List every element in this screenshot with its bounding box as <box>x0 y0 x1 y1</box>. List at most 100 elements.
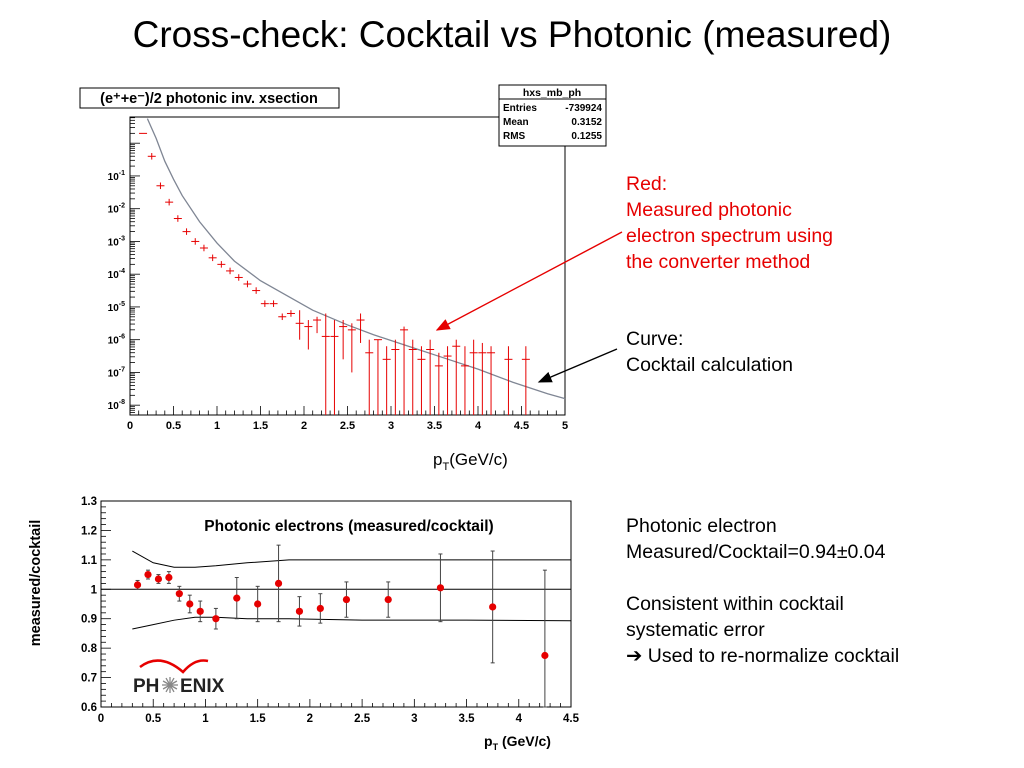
logo-text: PH <box>133 676 159 697</box>
ratio-point <box>274 579 283 588</box>
red-note-line: Red: <box>626 173 668 195</box>
ratio-point <box>196 607 204 615</box>
red-pointer-arrow <box>435 231 623 331</box>
bottom-x-tick-label: 4.5 <box>563 713 580 725</box>
bottom-x-tick-label: 2 <box>307 713 313 725</box>
bottom-y-tick-label: 1.3 <box>81 496 97 508</box>
top-y-tick-label: 10-1 <box>108 170 125 183</box>
bottom-chart-title: Photonic electrons (measured/cocktail) <box>204 518 493 535</box>
stats-value: -739924 <box>565 103 602 114</box>
bottom-y-tick-label: 0.6 <box>81 702 97 714</box>
stats-box <box>498 84 607 147</box>
top-y-tick-label: 10-7 <box>108 366 125 379</box>
red-note: Red: Measured photonic electron spectrum… <box>626 171 833 275</box>
top-x-tick-label: 0 <box>127 420 133 432</box>
stats-label: RMS <box>503 131 526 142</box>
logo-star-ray <box>169 677 175 686</box>
phenix-logo: PH ENIX <box>133 659 225 697</box>
ratio-point <box>254 600 262 608</box>
bottom-x-tick-label: 3 <box>411 713 417 725</box>
logo-star-ray <box>169 684 178 690</box>
top-chart-title: (e⁺+e⁻)/2 photonic inv. xsection <box>100 91 318 107</box>
top-x-tick-label: 1.5 <box>253 420 268 432</box>
curve-note-line: Curve: <box>626 328 684 350</box>
top-y-tick-label: 10-2 <box>108 203 125 216</box>
logo-star-ray <box>162 684 171 690</box>
summary-spacer <box>626 565 899 591</box>
red-note-line: the converter method <box>626 251 811 273</box>
logo-swoosh <box>139 659 209 674</box>
summary-note: Photonic electron Measured/Cocktail=0.94… <box>626 513 899 669</box>
systematic-lower-line <box>132 616 572 630</box>
top-x-tick-label: 0.5 <box>166 420 181 432</box>
ratio-point <box>154 575 163 583</box>
top-x-tick-label: 2.5 <box>340 420 355 432</box>
top-x-tick-label: 4 <box>475 420 482 432</box>
stats-value: 0.1255 <box>571 131 602 142</box>
bottom-x-axis-label: pT (GeV/c) <box>484 733 551 752</box>
summary-line: Consistent within cocktail <box>626 593 844 615</box>
ratio-point <box>541 651 549 660</box>
bottom-x-tick-label: 1 <box>202 713 209 725</box>
curve-pointer-arrow <box>537 348 618 383</box>
bottom-y-axis-label: measured/cocktail <box>28 520 44 647</box>
slide-title: Cross-check: Cocktail vs Photonic (measu… <box>132 14 892 55</box>
ratio-point <box>436 584 445 592</box>
bottom-y-tick-label: 0.7 <box>81 673 97 685</box>
summary-line: ➔ Used to re-normalize cocktail <box>626 645 900 667</box>
stats-label: Entries <box>503 103 537 114</box>
logo-star-ray <box>165 684 171 693</box>
red-note-line: Measured photonic <box>626 199 792 221</box>
bottom-x-tick-label: 2.5 <box>354 713 371 725</box>
top-x-tick-label: 2 <box>301 420 307 432</box>
ratio-point <box>316 604 324 613</box>
top-y-tick-label: 10-5 <box>108 301 125 314</box>
bottom-y-tick-label: 0.9 <box>81 614 97 626</box>
stats-label: Mean <box>503 117 529 128</box>
top-y-tick-label: 10-3 <box>108 235 125 248</box>
bottom-y-tick-label: 1 <box>91 584 98 596</box>
ratio-point <box>233 594 241 602</box>
stats-value: 0.3152 <box>571 117 602 128</box>
ratio-point <box>165 573 173 582</box>
bottom-y-tick-label: 1.1 <box>81 555 98 567</box>
summary-line: Photonic electron <box>626 515 777 537</box>
top-y-tick-label: 10-8 <box>108 399 125 412</box>
top-plot-frame <box>129 116 566 416</box>
bottom-x-tick-label: 0.5 <box>145 713 162 725</box>
red-note-line: electron spectrum using <box>626 225 834 247</box>
top-x-tick-label: 5 <box>562 420 568 432</box>
top-x-axis-label: pT(GeV/c) <box>433 450 508 473</box>
bottom-x-tick-label: 1.5 <box>250 713 267 725</box>
stats-box-title: hxs_mb_ph <box>523 87 581 99</box>
bottom-x-tick-label: 3.5 <box>459 713 476 725</box>
logo-star-ray <box>162 680 171 686</box>
logo-star-ray <box>165 677 171 686</box>
bottom-y-tick-label: 1.2 <box>81 525 97 537</box>
ratio-point <box>489 603 497 611</box>
curve-note-line: Cocktail calculation <box>626 354 793 376</box>
ratio-point <box>342 595 351 604</box>
bottom-y-tick-label: 0.8 <box>81 643 98 655</box>
top-x-tick-label: 3 <box>388 420 394 432</box>
logo-star-ray <box>169 684 175 693</box>
cocktail-curve <box>146 118 566 400</box>
bottom-x-tick-label: 4 <box>516 713 523 725</box>
top-y-tick-label: 10-6 <box>108 334 125 347</box>
top-x-tick-label: 3.5 <box>427 420 442 432</box>
top-y-tick-label: 10-4 <box>108 268 125 281</box>
bottom-plot-frame <box>100 500 572 708</box>
top-title-box <box>79 87 340 109</box>
summary-line: systematic error <box>626 619 765 641</box>
systematic-upper-line <box>132 550 571 568</box>
top-x-tick-label: 4.5 <box>514 420 529 432</box>
ratio-point <box>384 595 392 604</box>
ratio-point <box>175 590 183 598</box>
ratio-point <box>186 600 194 608</box>
summary-line: Measured/Cocktail=0.94±0.04 <box>626 541 886 563</box>
ratio-point <box>295 607 304 615</box>
logo-star-ray <box>169 680 178 686</box>
ratio-point <box>144 570 152 579</box>
curve-note: Curve: Cocktail calculation <box>626 326 793 378</box>
